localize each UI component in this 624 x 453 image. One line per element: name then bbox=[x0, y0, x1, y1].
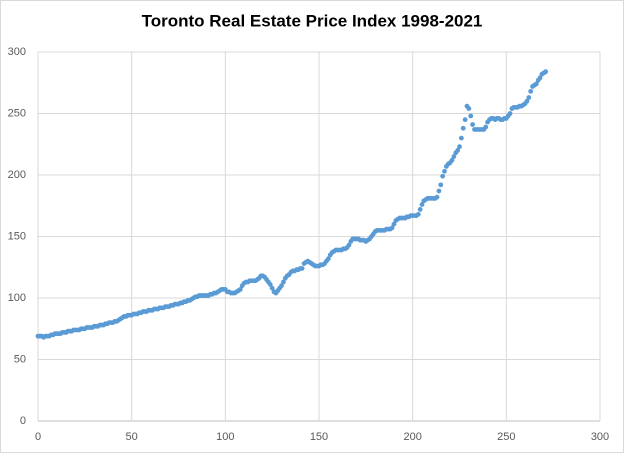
x-tick-label: 250 bbox=[497, 431, 515, 443]
chart-title: Toronto Real Estate Price Index 1998-202… bbox=[142, 11, 483, 30]
point bbox=[528, 88, 534, 94]
point bbox=[346, 242, 352, 248]
point bbox=[468, 113, 474, 119]
point bbox=[460, 125, 466, 131]
point bbox=[457, 144, 462, 150]
x-tick-label: 200 bbox=[403, 431, 421, 443]
x-tick-label: 0 bbox=[35, 431, 41, 443]
point bbox=[458, 135, 464, 141]
point bbox=[438, 182, 444, 188]
point bbox=[325, 256, 331, 262]
point bbox=[466, 106, 472, 111]
y-tick-label: 100 bbox=[8, 292, 26, 304]
point bbox=[451, 154, 457, 159]
y-tick-label: 250 bbox=[8, 107, 26, 119]
point bbox=[269, 285, 275, 291]
point bbox=[299, 266, 305, 271]
point bbox=[389, 225, 395, 231]
point bbox=[417, 207, 423, 212]
point bbox=[436, 188, 442, 194]
point bbox=[281, 279, 286, 285]
point bbox=[537, 75, 543, 81]
x-tick-label: 50 bbox=[126, 431, 138, 443]
y-tick-label: 0 bbox=[20, 415, 26, 427]
point bbox=[507, 111, 513, 116]
point bbox=[237, 286, 243, 292]
x-tick-label: 300 bbox=[591, 431, 609, 443]
y-tick-label: 200 bbox=[8, 169, 26, 181]
point bbox=[455, 148, 461, 153]
point bbox=[524, 98, 530, 104]
point bbox=[442, 168, 447, 174]
point bbox=[279, 283, 284, 289]
point bbox=[440, 173, 446, 179]
point bbox=[533, 81, 539, 87]
point bbox=[449, 157, 455, 163]
point bbox=[419, 202, 425, 207]
y-tick-label: 50 bbox=[14, 353, 26, 365]
point bbox=[415, 211, 421, 217]
point bbox=[470, 122, 476, 127]
point bbox=[483, 124, 489, 130]
y-tick-label: 300 bbox=[8, 46, 26, 58]
point bbox=[391, 221, 397, 227]
x-tick-label: 150 bbox=[310, 431, 328, 443]
point bbox=[526, 95, 532, 100]
point bbox=[543, 69, 549, 75]
y-tick-label: 150 bbox=[8, 230, 26, 242]
x-tick-label: 100 bbox=[216, 431, 234, 443]
point bbox=[462, 117, 468, 123]
point bbox=[267, 282, 273, 287]
point bbox=[434, 194, 440, 200]
